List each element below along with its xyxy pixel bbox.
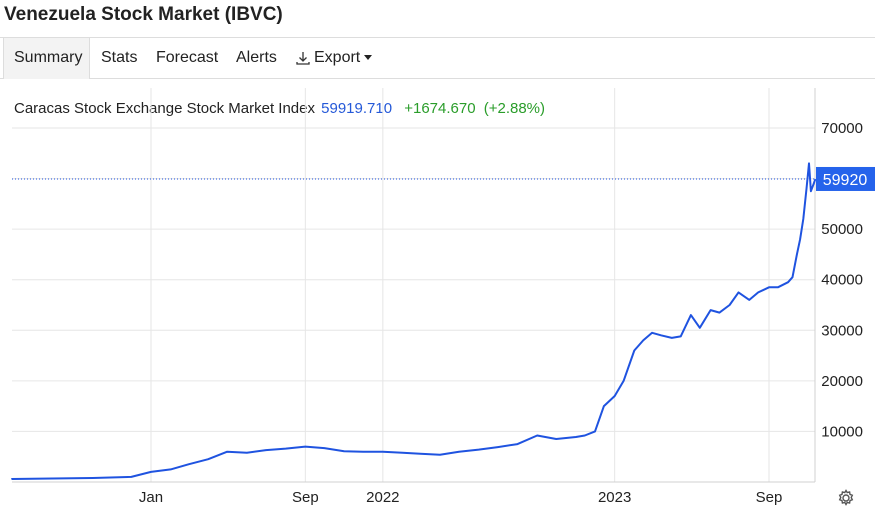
y-tick-label: 70000: [821, 120, 863, 137]
tab-stats[interactable]: Stats: [101, 38, 137, 79]
tab-label: Forecast: [156, 49, 219, 66]
series-change: +1674.670: [404, 100, 476, 117]
download-icon: [296, 51, 310, 65]
gear-icon[interactable]: [836, 488, 856, 508]
chart-legend: Caracas Stock Exchange Stock Market Inde…: [14, 100, 545, 117]
x-tick-label: 2023: [598, 489, 631, 506]
last-value-badge: [816, 166, 875, 191]
y-tick-label: 40000: [821, 272, 863, 289]
y-tick-label: 50000: [821, 221, 863, 238]
tab-label: Alerts: [236, 49, 277, 66]
x-tick-label: Sep: [292, 489, 319, 506]
tab-label: Summary: [14, 49, 83, 66]
x-tick-label: Jan: [139, 489, 163, 506]
tab-summary[interactable]: Summary: [3, 38, 90, 79]
x-tick-label: 2022: [366, 489, 399, 506]
series-value: 59919.710: [321, 100, 393, 117]
export-button[interactable]: Export: [295, 38, 373, 79]
tab-label: Export: [314, 49, 361, 66]
series-name: Caracas Stock Exchange Stock Market Inde…: [14, 100, 315, 117]
tab-alerts[interactable]: Alerts: [236, 38, 277, 79]
tab-forecast[interactable]: Forecast: [156, 38, 218, 79]
series-line: [11, 162, 817, 480]
x-tick-label: Sep: [756, 489, 783, 506]
series-change-percent: (+2.88%): [483, 100, 546, 117]
chevron-down-icon: [364, 55, 373, 61]
page-title: Venezuela Stock Market (IBVC): [4, 4, 283, 25]
y-tick-label: 20000: [821, 373, 863, 390]
tab-label: Stats: [101, 49, 138, 66]
tab-bar: Summary Stats Forecast Alerts Export: [0, 37, 875, 79]
last-value-label: 59920: [823, 172, 868, 189]
y-tick-label: 30000: [821, 322, 863, 339]
y-tick-label: 10000: [821, 423, 863, 440]
